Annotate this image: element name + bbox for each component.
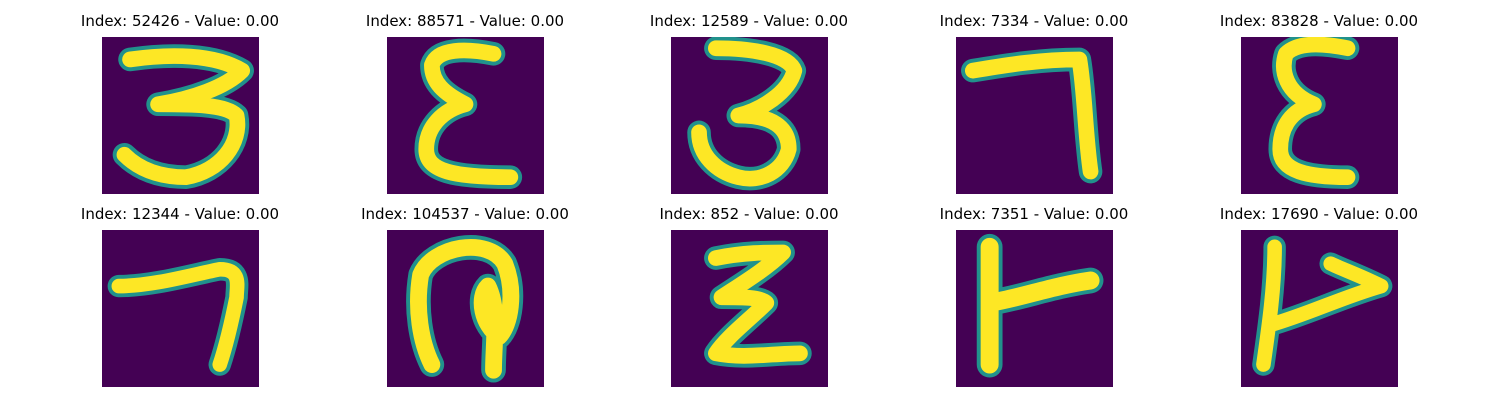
panel-title: Index: 852 - Value: 0.00	[659, 205, 839, 223]
panel-title: Index: 7334 - Value: 0.00	[939, 12, 1129, 30]
panel-title: Index: 83828 - Value: 0.00	[1219, 12, 1419, 30]
digit-image	[956, 230, 1113, 387]
digit-image	[1241, 37, 1398, 194]
digit-image	[102, 230, 259, 387]
panel-title: Index: 12344 - Value: 0.00	[80, 205, 280, 223]
image-panel: Index: 7351 - Value: 0.00	[904, 203, 1164, 393]
image-panel: Index: 12344 - Value: 0.00	[50, 203, 310, 393]
image-panel: Index: 83828 - Value: 0.00	[1189, 10, 1449, 200]
panel-title: Index: 7351 - Value: 0.00	[939, 205, 1129, 223]
image-panel: Index: 12589 - Value: 0.00	[619, 10, 879, 200]
digit-image	[102, 37, 259, 194]
image-panel: Index: 104537 - Value: 0.00	[335, 203, 595, 393]
panel-title: Index: 88571 - Value: 0.00	[365, 12, 565, 30]
image-panel: Index: 852 - Value: 0.00	[619, 203, 879, 393]
digit-image	[387, 37, 544, 194]
digit-image	[956, 37, 1113, 194]
image-panel: Index: 17690 - Value: 0.00	[1189, 203, 1449, 393]
digit-image	[1241, 230, 1398, 387]
panel-title: Index: 104537 - Value: 0.00	[361, 205, 569, 223]
digit-image	[671, 37, 828, 194]
digit-image	[387, 230, 544, 387]
image-panel: Index: 88571 - Value: 0.00	[335, 10, 595, 200]
panel-title: Index: 52426 - Value: 0.00	[80, 12, 280, 30]
image-panel: Index: 7334 - Value: 0.00	[904, 10, 1164, 200]
image-panel: Index: 52426 - Value: 0.00	[50, 10, 310, 200]
panel-title: Index: 17690 - Value: 0.00	[1219, 205, 1419, 223]
digit-image	[671, 230, 828, 387]
panel-title: Index: 12589 - Value: 0.00	[649, 12, 849, 30]
